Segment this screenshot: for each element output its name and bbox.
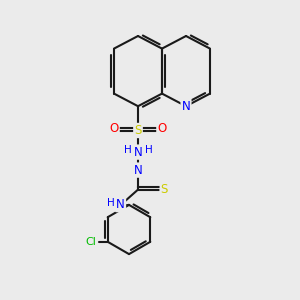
Text: O: O <box>110 122 118 136</box>
Text: N: N <box>182 100 190 113</box>
Text: S: S <box>161 183 168 196</box>
Text: O: O <box>158 122 166 136</box>
Text: H: H <box>145 145 152 155</box>
Text: H: H <box>107 198 115 208</box>
Text: H: H <box>124 145 131 155</box>
Text: N: N <box>134 164 142 177</box>
Text: N: N <box>116 198 125 211</box>
Text: Cl: Cl <box>86 237 97 247</box>
Text: N: N <box>134 146 142 159</box>
Text: S: S <box>134 124 142 137</box>
